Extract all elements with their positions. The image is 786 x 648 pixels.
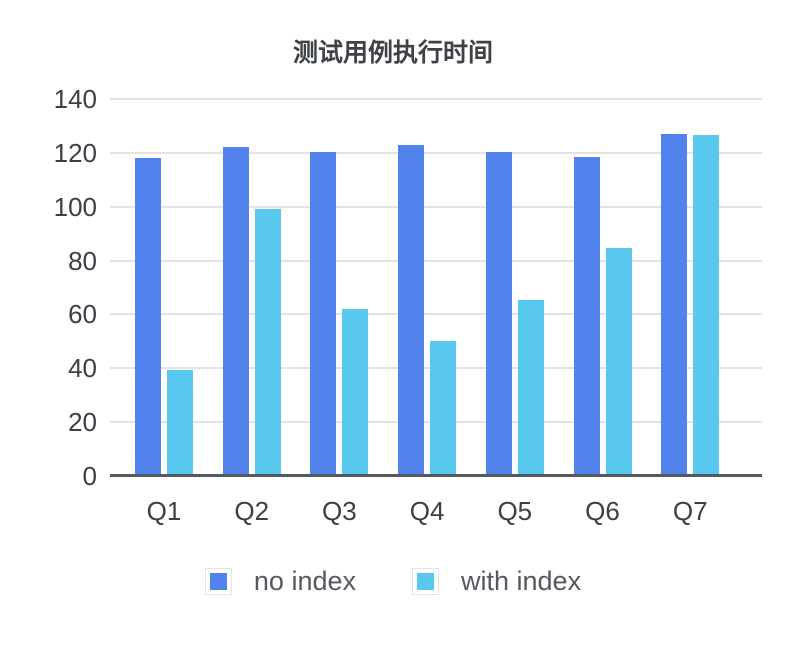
- y-axis-tick-label: 120: [53, 137, 97, 168]
- bar-with-index-q3: [342, 309, 369, 476]
- legend-swatch-box-no-index: [204, 568, 232, 595]
- y-axis-tick-label: 40: [68, 353, 97, 384]
- legend-swatch-with-index-icon: [417, 573, 434, 590]
- bar-with-index-q5: [517, 299, 544, 476]
- x-axis-label-q5: Q5: [497, 496, 533, 526]
- bar-no-index-q7: [661, 134, 688, 476]
- bar-with-index-q6: [605, 248, 632, 476]
- gridline: [110, 151, 762, 154]
- legend: no index with index: [0, 568, 786, 595]
- bar-no-index-q4: [398, 144, 425, 476]
- y-axis-tick-label: 100: [53, 191, 97, 222]
- y-axis-tick-label: 80: [68, 245, 97, 276]
- gridline: [110, 98, 762, 100]
- legend-item-with-index[interactable]: with index: [412, 568, 581, 595]
- x-axis-label-q1: Q1: [146, 496, 182, 526]
- y-axis-tick-label: 20: [68, 407, 97, 438]
- gridline: [110, 313, 762, 316]
- bar-no-index-q5: [485, 151, 512, 476]
- legend-label-no-index: no index: [253, 566, 356, 596]
- bar-no-index-q2: [222, 147, 249, 476]
- legend-label-with-index: with index: [461, 566, 582, 596]
- bar-no-index-q6: [573, 156, 600, 476]
- chart-title: 测试用例执行时间: [292, 39, 493, 67]
- y-axis-tick-label: 140: [53, 84, 97, 114]
- x-axis-label-q6: Q6: [585, 496, 620, 526]
- bar-no-index-q1: [135, 158, 161, 476]
- x-axis-label-q3: Q3: [322, 496, 357, 526]
- bar-with-index-q7: [693, 135, 720, 476]
- bar-no-index-q3: [310, 151, 337, 476]
- legend-swatch-no-index-icon: [209, 573, 227, 590]
- gridline: [110, 259, 762, 262]
- bar-with-index-q4: [430, 341, 457, 476]
- legend-swatch-box-with-index: [412, 568, 439, 595]
- legend-item-no-index[interactable]: no index: [204, 566, 356, 596]
- x-axis-label-q7: Q7: [672, 496, 708, 526]
- gridline: [110, 205, 762, 208]
- bar-with-index-q1: [167, 369, 193, 476]
- x-axis-line: [110, 474, 762, 477]
- x-axis-label-q2: Q2: [234, 496, 270, 526]
- y-axis-tick-label: 60: [68, 299, 97, 330]
- x-axis-label-q4: Q4: [409, 496, 445, 526]
- y-axis-tick-label: 0: [82, 461, 97, 491]
- bar-with-index-q2: [254, 209, 281, 476]
